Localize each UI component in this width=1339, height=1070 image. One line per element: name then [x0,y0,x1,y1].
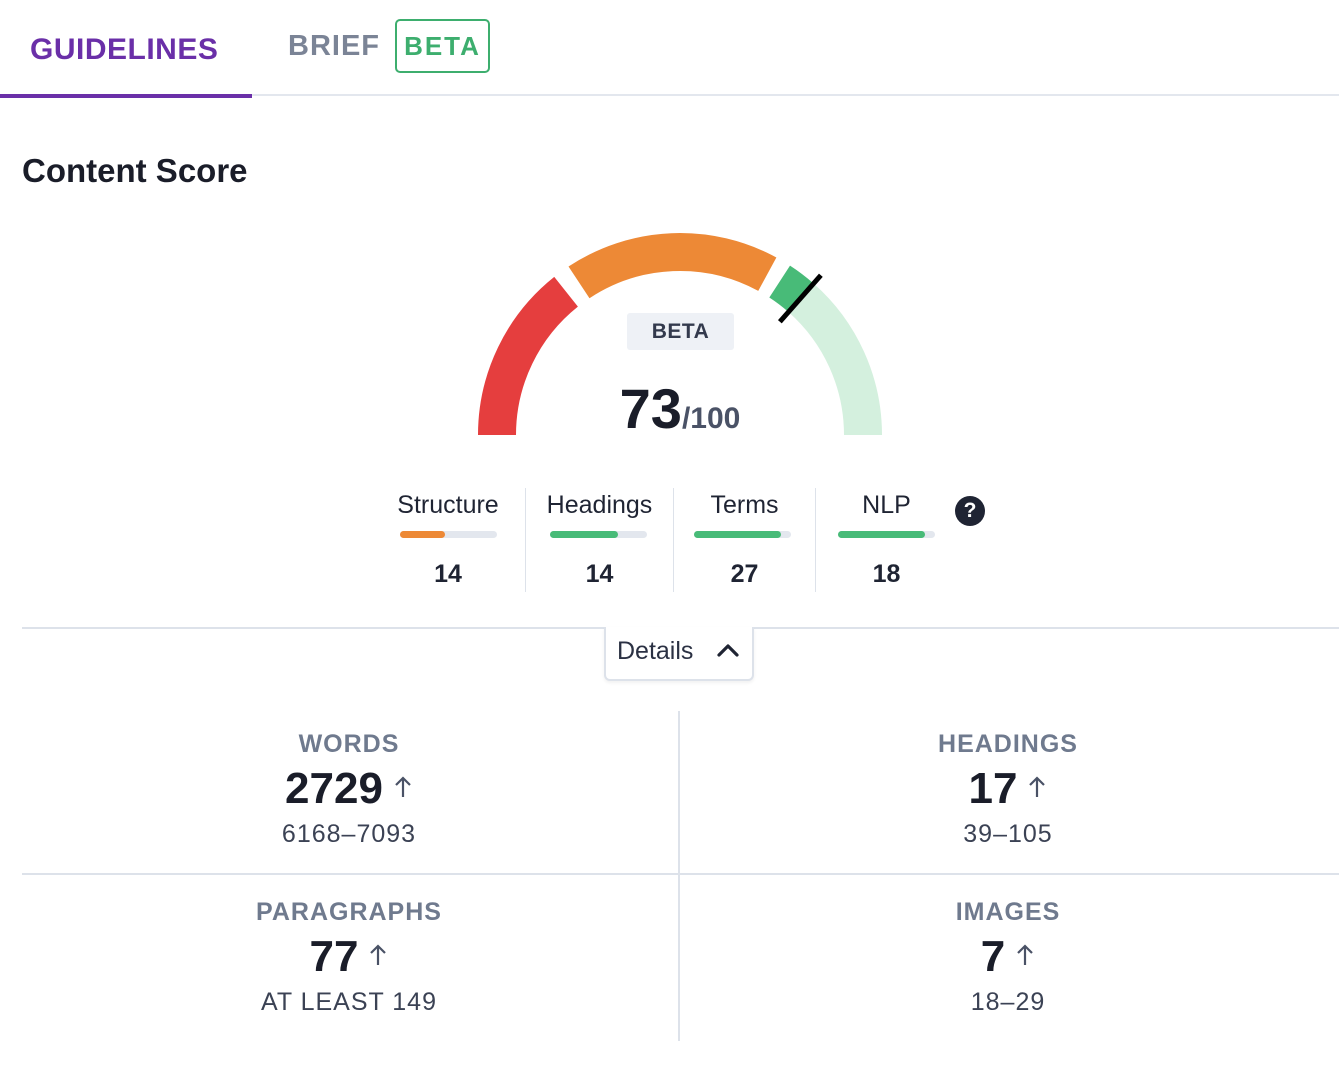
arrow-up-icon [1017,944,1034,965]
arrow-up-icon [1029,776,1046,797]
category-bar-fill [400,531,445,538]
gauge-needle [777,273,823,324]
details-toggle-button[interactable]: Details [604,627,754,681]
score-max: /100 [681,402,741,435]
category-name: Headings [546,491,653,519]
category-structure: Structure 14 [386,488,510,592]
category-bar [838,531,935,538]
page-title: Content Score [22,152,248,189]
details-label: Details [617,637,694,665]
grid-divider-horizontal [22,873,1339,875]
stat-label: PARAGRAPHS [256,898,442,926]
stat-range: 6168–7093 [281,820,417,848]
score-value: 73 [619,377,682,440]
stat-images: IMAGES 7 18–29 [808,898,1208,1017]
category-terms: Terms 27 [673,488,815,592]
category-bar [400,531,497,538]
category-value: 27 [730,560,759,588]
category-value: 14 [585,560,614,588]
grid-divider-vertical [678,711,680,1041]
tab-brief[interactable]: BRIEF BETA [276,0,506,94]
category-bar-fill [838,531,926,538]
stat-paragraphs: PARAGRAPHS 77 AT LEAST 149 [149,898,549,1017]
tab-bar: GUIDELINES BRIEF BETA [0,0,1339,98]
stat-label: HEADINGS [938,730,1078,758]
beta-badge: BETA [395,19,490,73]
stat-range: 39–105 [963,820,1053,848]
category-name: Terms [710,491,779,519]
stat-value: 7 [980,932,1006,981]
gauge-segment-low [478,276,579,436]
stat-label: WORDS [298,730,400,758]
score-display: 73/100 [560,376,800,441]
category-bar [550,531,647,538]
stat-range: 18–29 [970,988,1046,1016]
tab-guidelines-label: GUIDELINES [30,33,219,66]
tab-brief-label: BRIEF [288,30,380,62]
gauge-segment-remaining [788,283,882,436]
tab-guidelines[interactable]: GUIDELINES [0,0,252,98]
score-gauge [478,233,882,436]
category-bar-fill [550,531,618,538]
category-value: 14 [434,560,462,588]
chevron-up-icon [717,644,739,657]
stat-value: 77 [309,932,359,981]
category-bar [694,531,791,538]
gauge-beta-label: BETA [627,313,734,350]
category-name: Structure [397,491,499,519]
arrow-up-icon [370,944,387,965]
help-icon[interactable]: ? [955,496,985,526]
gauge-segment-high [769,265,814,313]
stat-value: 2729 [285,764,383,813]
category-nlp: NLP 18 [815,488,957,592]
stat-words: WORDS 2729 6168–7093 [149,730,549,849]
stat-label: IMAGES [955,898,1061,926]
arrow-up-icon [395,776,411,797]
category-headings: Headings 14 [525,488,673,592]
gauge-segment-mid [568,233,777,299]
category-name: NLP [862,491,911,519]
category-bar-fill [694,531,782,538]
stat-value: 17 [968,764,1018,813]
stat-range: AT LEAST 149 [261,988,437,1016]
active-tab-indicator [0,94,252,98]
category-value: 18 [872,560,901,588]
stat-headings: HEADINGS 17 39–105 [808,730,1208,849]
